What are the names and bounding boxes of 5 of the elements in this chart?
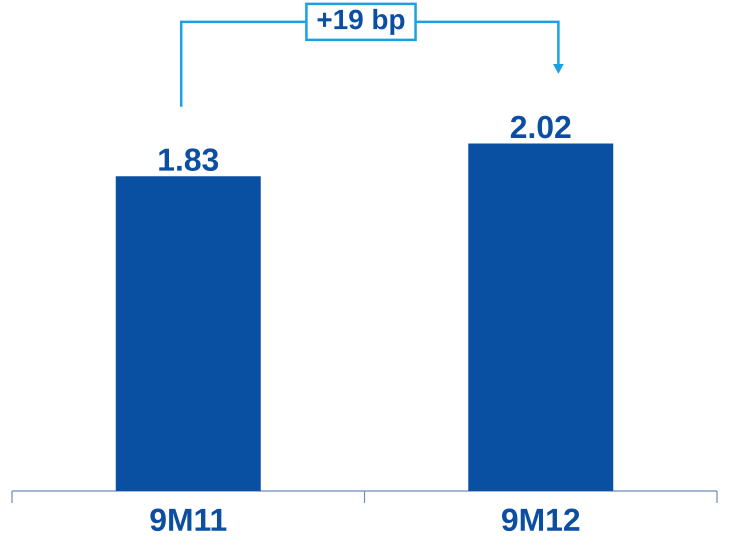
data-label: 2.02 bbox=[510, 116, 570, 138]
x-tick-label: 9M11 bbox=[150, 508, 226, 532]
text: +19 bp bbox=[318, 8, 404, 35]
x-tick-label: 9M12 bbox=[502, 508, 580, 532]
data-label: 1.83 bbox=[159, 148, 218, 171]
